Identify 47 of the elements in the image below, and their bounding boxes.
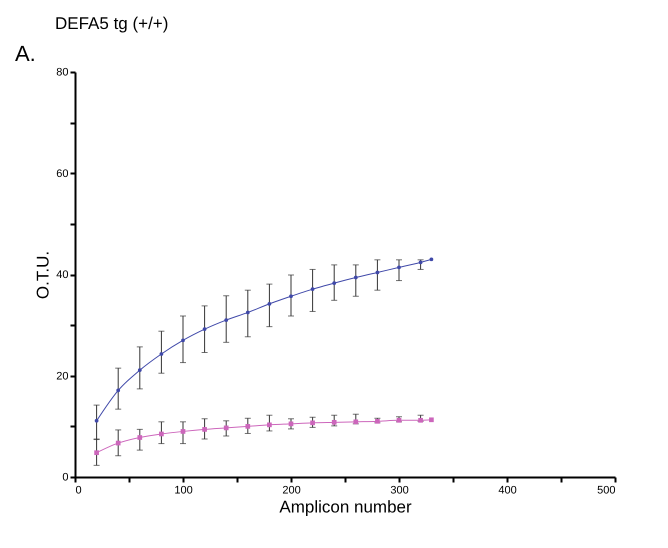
x-tick-label: 300 — [390, 484, 409, 496]
x-tick-label: 500 — [597, 484, 616, 496]
point — [267, 422, 272, 428]
point — [310, 287, 314, 292]
point — [245, 424, 250, 429]
y-tick-label: 60 — [56, 168, 68, 180]
point — [332, 281, 336, 285]
point — [137, 435, 142, 440]
point — [418, 418, 423, 423]
point — [353, 419, 358, 424]
point — [268, 302, 272, 306]
x-tick-label: 200 — [282, 484, 301, 496]
point — [159, 432, 164, 436]
point — [181, 338, 185, 342]
point — [430, 257, 434, 262]
y-tick-label: 0 — [62, 472, 68, 484]
x-axis-title: Amplicon number — [279, 498, 412, 516]
point — [138, 368, 142, 372]
y-axis-title: O.T.U. — [33, 250, 52, 300]
point — [116, 388, 120, 392]
point — [288, 422, 294, 426]
point — [332, 420, 337, 425]
chart-title: DEFA5 tg (+/+) — [55, 14, 168, 33]
text: A. — [15, 41, 36, 66]
point — [289, 294, 293, 298]
point — [246, 310, 250, 314]
point — [224, 426, 229, 430]
y-tick-label: 80 — [56, 66, 68, 78]
point — [224, 318, 228, 322]
x-tick-label: 100 — [174, 484, 193, 496]
point — [202, 427, 207, 432]
point — [310, 420, 315, 426]
point — [94, 418, 98, 423]
point — [116, 440, 121, 446]
point — [202, 327, 206, 332]
point — [160, 352, 164, 356]
point — [376, 270, 380, 274]
x-tick-label: 0 — [76, 484, 82, 496]
point — [354, 276, 358, 280]
y-tick-label: 40 — [56, 269, 68, 281]
point — [180, 429, 186, 434]
x-tick-label: 400 — [498, 484, 517, 496]
point — [429, 417, 434, 422]
point — [397, 266, 401, 270]
point — [418, 260, 422, 264]
y-tick-label: 20 — [56, 370, 68, 382]
point — [94, 450, 99, 456]
